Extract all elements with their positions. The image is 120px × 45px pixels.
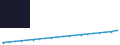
Bar [0, 0, 30, 28]
